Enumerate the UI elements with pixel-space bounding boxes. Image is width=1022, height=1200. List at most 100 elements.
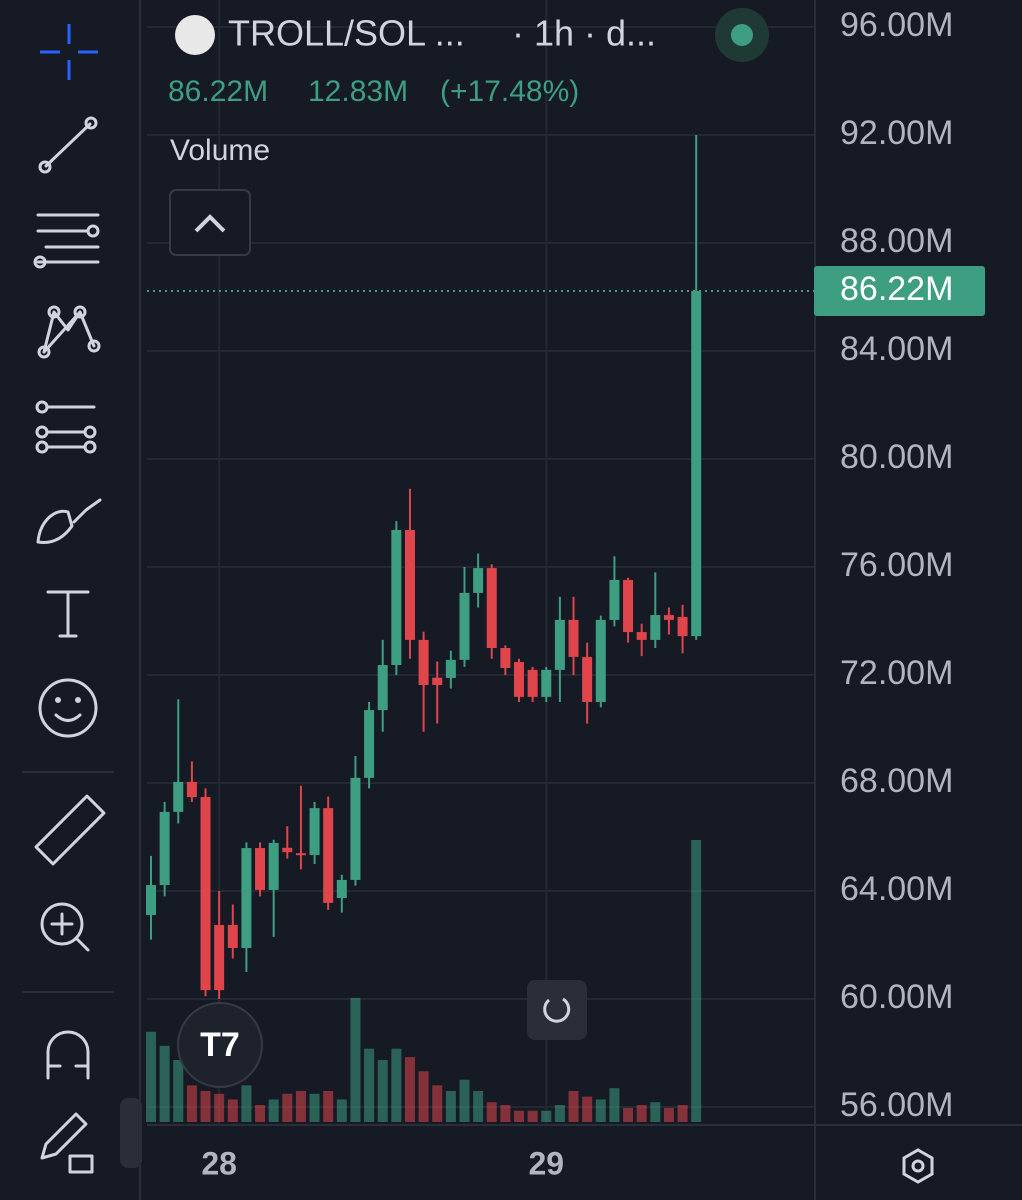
toolbar (22, 24, 142, 1174)
forecast-tool[interactable] (35, 400, 97, 454)
text-tool[interactable] (46, 590, 90, 638)
brush-tool[interactable] (36, 498, 102, 544)
collapse-icon (194, 214, 226, 233)
collapse-toolbar[interactable] (120, 1098, 142, 1168)
volume-bar (377, 1059, 388, 1122)
candle-body (295, 853, 306, 856)
lock-tool[interactable] (40, 1112, 94, 1174)
candle-body (541, 669, 552, 697)
candle-body (200, 797, 211, 991)
candle-body (255, 848, 266, 890)
volume-bar (500, 1105, 511, 1122)
candle-body (268, 842, 279, 890)
volume-bar (323, 1090, 334, 1122)
candle-body (146, 885, 156, 916)
candle-body (350, 777, 361, 880)
candle-body (323, 808, 334, 903)
pattern-tool[interactable] (37, 305, 101, 359)
volume-bar (691, 840, 702, 1122)
volume-bar (445, 1090, 456, 1122)
settings-center (911, 1159, 925, 1173)
volume-bar (146, 1031, 156, 1122)
plot (146, 135, 815, 1122)
volume-bar (336, 1099, 347, 1122)
y-tick-label: 68.00M (840, 762, 953, 800)
emoji-tool[interactable] (38, 678, 98, 738)
candle-body (173, 781, 184, 812)
candle-body (364, 710, 375, 778)
y-tick-label: 88.00M (840, 222, 953, 260)
y-tick-label: 92.00M (840, 114, 953, 152)
candle-body (609, 579, 620, 620)
volume-bar (295, 1090, 306, 1122)
magnet-tool[interactable] (46, 1030, 90, 1080)
volume-bar (173, 1059, 184, 1122)
volume-bar (432, 1085, 443, 1122)
candle-body (391, 530, 402, 666)
reset-button[interactable] (527, 980, 587, 1040)
tv-logo[interactable] (177, 1002, 263, 1088)
crosshair-tool[interactable] (40, 24, 98, 80)
x-tick-label: 29 (528, 1145, 564, 1181)
volume-bar (255, 1105, 266, 1122)
volume-bar (473, 1090, 484, 1122)
candle-body (404, 530, 415, 640)
settings[interactable] (902, 1148, 934, 1184)
volume-bar (595, 1099, 606, 1122)
candle-body (473, 568, 484, 593)
volume-bar (200, 1090, 211, 1122)
candle-body (650, 615, 661, 640)
candle-body (677, 616, 688, 637)
volume-bar (623, 1107, 634, 1122)
x-tick-label: 28 (201, 1145, 237, 1181)
volume-bar (350, 997, 361, 1122)
candle-body (514, 662, 525, 697)
volume-bar (663, 1107, 674, 1122)
change-pct: (+17.48%) (440, 75, 579, 108)
volume-bar (282, 1093, 293, 1122)
volume-bar (636, 1105, 647, 1122)
volume-bar (541, 1110, 552, 1122)
y-tick-label: 72.00M (840, 654, 953, 692)
candle-body (418, 639, 429, 685)
price: 86.22M (168, 75, 268, 108)
fib-tool[interactable] (33, 213, 100, 269)
candle-body (582, 656, 593, 702)
candle-body (636, 632, 647, 640)
ruler-tool[interactable] (34, 794, 106, 866)
volume-bar (459, 1079, 470, 1122)
volume-bar (418, 1071, 429, 1122)
volume-bar (227, 1099, 238, 1122)
volume-bar (159, 1045, 170, 1122)
last-price-box (814, 266, 985, 317)
volume-bar (554, 1105, 565, 1122)
price-axis: 96.00M 92.00M 88.00M 84.00M 80.00M 76.00M 72.0… (201, 6, 985, 1181)
candle-body (595, 619, 606, 702)
symbol[interactable]: TROLL/SOL ... (228, 13, 465, 54)
zoom-tool[interactable] (40, 902, 90, 952)
y-tick-label: 56.00M (840, 1086, 953, 1124)
volume-bar (214, 1093, 225, 1122)
candle-body (459, 592, 470, 660)
volume-bar (186, 1085, 197, 1122)
y-tick-label: 64.00M (840, 870, 953, 908)
tv-logo-mark: T7 (200, 1026, 240, 1064)
candle-body (159, 811, 170, 886)
candle-body (445, 659, 456, 678)
volume-bar (404, 1057, 415, 1122)
candle-body (336, 879, 347, 899)
y-tick-label: 76.00M (840, 546, 953, 584)
volume-bar (609, 1088, 620, 1122)
volume-bar (309, 1093, 320, 1122)
volume-bar (514, 1110, 525, 1122)
reset-icon (543, 997, 571, 1023)
candle-body (432, 677, 443, 685)
volume-bar (677, 1105, 688, 1122)
collapse-button[interactable] (169, 189, 251, 256)
candle-body (500, 648, 511, 668)
volume-bar (527, 1110, 538, 1122)
trend-line-tool[interactable] (38, 116, 98, 174)
candle-body (486, 568, 497, 648)
